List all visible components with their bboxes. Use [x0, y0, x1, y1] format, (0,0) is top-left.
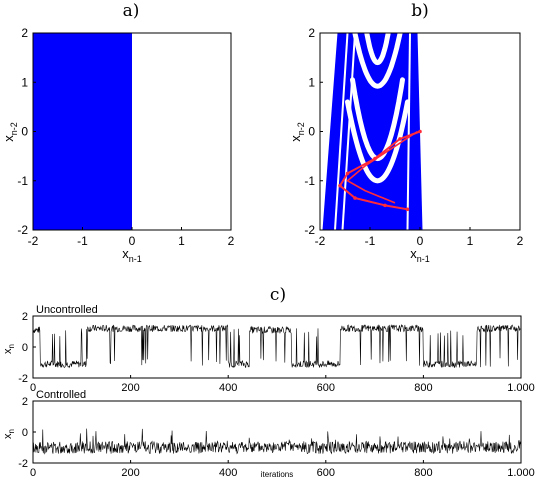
orbit-point: [383, 203, 387, 208]
x-tick-label: 2: [517, 234, 524, 248]
panel-c-controlled-plot: 0 200 400 600 800 1.000-202 Controlled xn ite…: [2, 389, 535, 479]
x-tick-label: -1: [365, 234, 376, 248]
panel-c2-axes-frame: [32, 400, 522, 464]
x-tick-label: 2: [228, 234, 235, 248]
panel-c-uncontrolled-plot: 0 200 400 600 800 1.000-202 Uncontrolled xn: [2, 304, 535, 394]
x-tick-label: 200: [121, 382, 139, 394]
panel-b-xlabel: xn-1: [410, 246, 430, 264]
panel-a-xlabel: xn-1: [122, 246, 142, 264]
region-b-white-parabola: [352, 33, 403, 89]
region-b-white-parabola: [364, 33, 391, 66]
x-tick-label: 1.000: [507, 467, 535, 479]
x-tick-label: 0: [417, 234, 424, 248]
x-tick-label: 0: [30, 382, 36, 394]
y-tick-label: -2: [18, 373, 28, 385]
panel-label-b: b): [411, 1, 429, 21]
orbit-segment: [347, 157, 376, 175]
panel-label-a: a): [123, 1, 140, 21]
orbit-point: [398, 137, 402, 141]
x-tick-label: 1: [178, 234, 185, 248]
y-tick-label: 2: [21, 26, 28, 40]
x-tick-label: -2: [315, 234, 326, 248]
x-tick-label: 800: [414, 467, 432, 479]
y-tick-label: 0: [308, 125, 315, 139]
y-tick-label: -2: [17, 223, 28, 237]
x-tick-label: 800: [414, 382, 432, 394]
panel-c2-ylabel: xn: [2, 429, 16, 439]
panel-c2-xlabel: iterations: [261, 470, 293, 479]
region-b-streak: [406, 33, 411, 230]
orbit-point: [338, 183, 342, 188]
series-label-uncontrolled: Uncontrolled: [36, 304, 98, 316]
series-label-controlled: Controlled: [36, 389, 86, 401]
series-line-controlled: [33, 428, 521, 455]
x-tick-label: 0: [129, 234, 136, 248]
y-tick-label: 0: [22, 427, 28, 439]
panel-b-ylabel: xn-2: [288, 122, 306, 142]
panel-b-plot: -2 -1 0 1 2 -2 -1 0 1 2 xn-1 xn-2: [288, 26, 524, 264]
orbit-point: [405, 207, 410, 212]
panel-a-plot: -2 -1 0 1 2 -2 -1 0 1 2 xn-1 xn-2: [1, 26, 235, 264]
x-tick-label: 1.000: [507, 382, 535, 394]
y-tick-label: 1: [308, 75, 315, 89]
x-tick-label: 1: [467, 234, 474, 248]
y-tick-label: 2: [308, 26, 315, 40]
y-tick-label: 0: [22, 342, 28, 354]
y-tick-label: 1: [21, 75, 28, 89]
orbit-inner-branch: [346, 130, 418, 204]
y-tick-label: 0: [21, 125, 28, 139]
x-tick-label: -1: [77, 234, 88, 248]
orbit-segment: [339, 184, 356, 199]
x-tick-label: 200: [121, 467, 139, 479]
orbit-point: [345, 171, 350, 176]
region-b-white-parabola: [345, 99, 410, 184]
orbit-segment: [339, 172, 349, 187]
orbit-segment: [354, 197, 386, 207]
y-tick-label: 2: [22, 396, 28, 408]
y-tick-label: 2: [22, 311, 28, 323]
panel-c1-ylabel: xn: [2, 344, 16, 354]
x-tick-label: 600: [317, 467, 335, 479]
series-line-uncontrolled: [33, 323, 521, 369]
y-tick-label: -2: [18, 458, 28, 470]
x-tick-label: 400: [219, 467, 237, 479]
panel-label-c: c): [270, 285, 286, 305]
region-b-streak: [341, 33, 356, 230]
y-tick-label: -2: [304, 223, 315, 237]
panel-a-ylabel: xn-2: [1, 122, 19, 142]
region-a-fill: [33, 33, 132, 230]
x-tick-label: 0: [30, 467, 36, 479]
x-tick-label: -2: [28, 234, 39, 248]
orbit-segment: [374, 138, 401, 160]
orbit-point: [353, 196, 357, 200]
orbit-point: [418, 129, 422, 134]
x-tick-label: 400: [219, 382, 237, 394]
x-tick-label: 600: [317, 382, 335, 394]
region-b-streak: [334, 33, 349, 230]
y-tick-label: -1: [17, 174, 28, 188]
y-tick-label: -1: [304, 174, 315, 188]
orbit-segment: [384, 204, 408, 211]
